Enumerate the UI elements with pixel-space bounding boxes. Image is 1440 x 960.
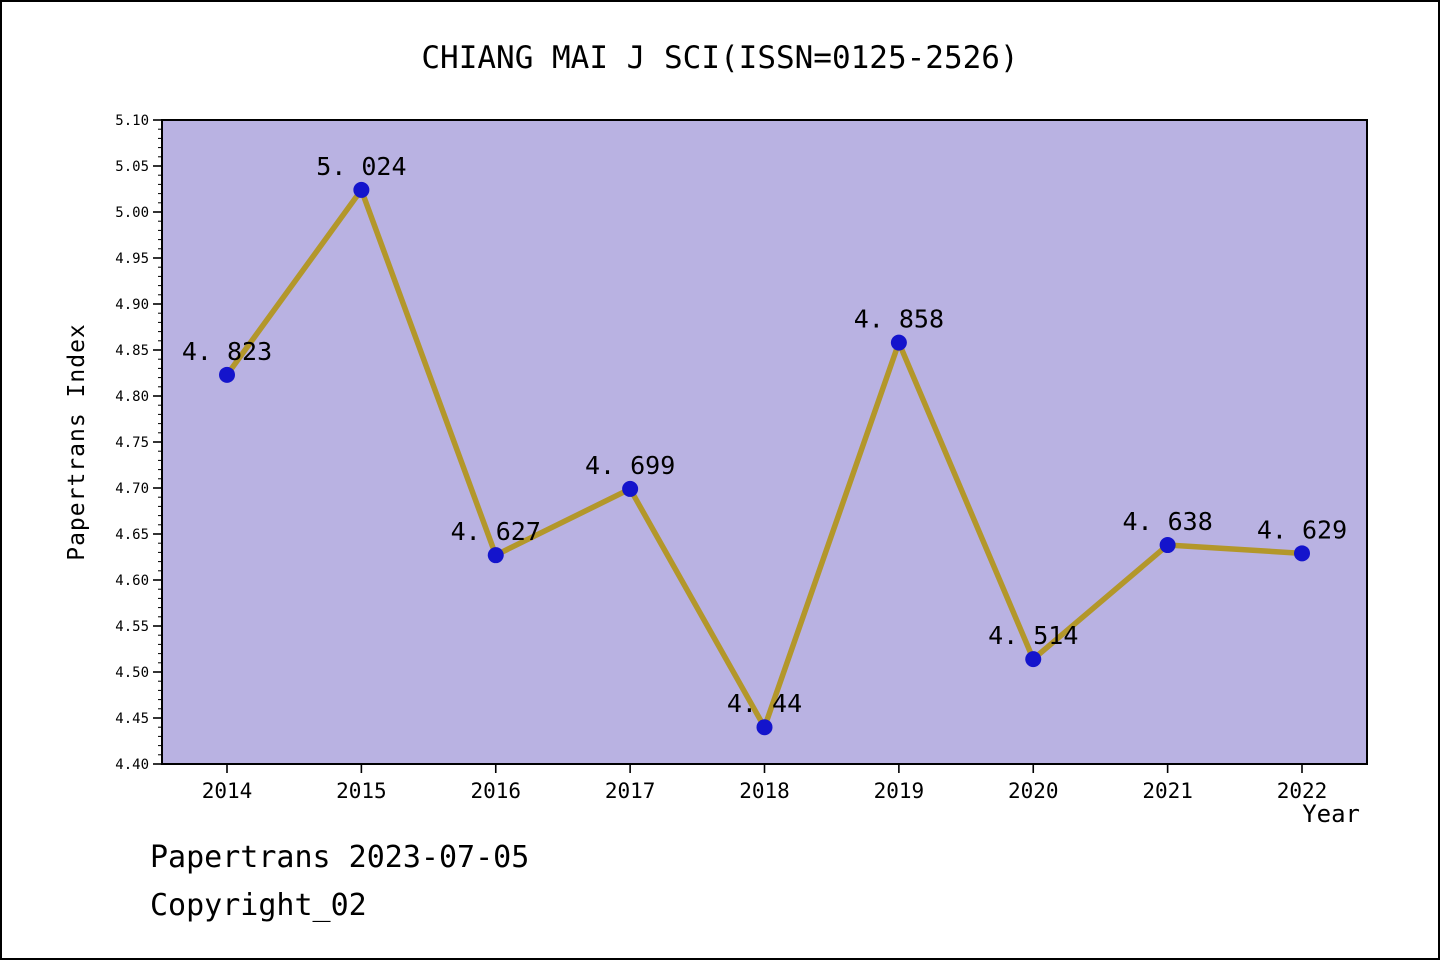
x-tick-label: 2014 bbox=[202, 779, 253, 803]
data-point bbox=[756, 719, 773, 736]
x-tick-label: 2021 bbox=[1142, 779, 1193, 803]
data-point bbox=[622, 480, 639, 497]
point-value-label: 4. 638 bbox=[1122, 507, 1212, 536]
data-point bbox=[1025, 651, 1042, 668]
y-tick-label: 5.00 bbox=[115, 205, 149, 221]
x-tick-label: 2018 bbox=[739, 779, 790, 803]
data-point bbox=[353, 181, 370, 198]
data-point bbox=[1159, 537, 1176, 554]
y-tick-label: 4.40 bbox=[115, 757, 149, 773]
x-tick-label: 2019 bbox=[874, 779, 925, 803]
y-tick-label: 4.45 bbox=[115, 711, 149, 727]
y-tick-label: 5.10 bbox=[115, 113, 149, 129]
y-tick-label: 4.80 bbox=[115, 389, 149, 405]
data-point bbox=[487, 547, 504, 564]
point-value-label: 4. 514 bbox=[988, 621, 1078, 650]
point-value-label: 4. 699 bbox=[585, 451, 675, 480]
x-tick-label: 2020 bbox=[1008, 779, 1059, 803]
plot-area bbox=[161, 119, 1368, 765]
footer-source-date: Papertrans 2023-07-05 bbox=[150, 840, 530, 875]
y-tick-label: 4.65 bbox=[115, 527, 149, 543]
y-tick-label: 5.05 bbox=[115, 159, 149, 175]
y-tick-label: 4.55 bbox=[115, 619, 149, 635]
point-value-label: 4. 823 bbox=[182, 337, 272, 366]
point-value-label: 4. 629 bbox=[1257, 515, 1347, 544]
y-tick-label: 4.95 bbox=[115, 251, 149, 267]
point-value-label: 4. 627 bbox=[451, 517, 541, 546]
x-tick-label: 2015 bbox=[336, 779, 387, 803]
data-point bbox=[219, 366, 235, 383]
data-point bbox=[1294, 545, 1310, 562]
x-tick-label: 2017 bbox=[605, 779, 656, 803]
data-point bbox=[890, 334, 907, 351]
point-value-label: 5. 024 bbox=[316, 152, 406, 181]
x-tick-label: 2016 bbox=[470, 779, 521, 803]
footer-copyright: Copyright_02 bbox=[150, 888, 367, 923]
x-tick-label: 2022 bbox=[1277, 779, 1328, 803]
y-axis-title: Papertrans Index bbox=[64, 323, 90, 561]
y-tick-label: 4.60 bbox=[115, 573, 149, 589]
y-tick-label: 4.90 bbox=[115, 297, 149, 313]
point-value-label: 4. 858 bbox=[854, 305, 944, 334]
y-tick-label: 4.75 bbox=[115, 435, 149, 451]
y-tick-label: 4.70 bbox=[115, 481, 149, 497]
y-tick-label: 4.85 bbox=[115, 343, 149, 359]
y-tick-label: 4.50 bbox=[115, 665, 149, 681]
chart-title: CHIANG MAI J SCI(ISSN=0125-2526) bbox=[421, 40, 1019, 76]
x-axis-title: Year bbox=[1302, 800, 1360, 828]
point-value-label: 4. 44 bbox=[727, 689, 802, 718]
